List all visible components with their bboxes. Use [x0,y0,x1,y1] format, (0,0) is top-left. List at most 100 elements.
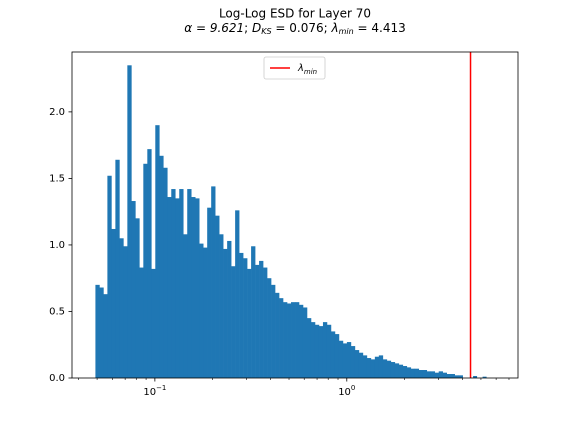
histogram-bar [291,302,295,378]
histogram-bar [163,168,167,378]
histogram-bar [451,374,455,378]
lambda-symbol: λ [331,21,339,35]
histogram-bar [275,293,279,378]
histogram-bar [347,342,351,378]
histogram-bar [147,149,151,378]
histogram-bar [311,322,315,378]
histogram-bar [339,341,343,378]
histogram-bar [303,307,307,378]
histogram-bar [407,367,411,378]
histogram-bar [247,269,251,378]
histogram-bar [343,343,347,378]
histogram-bar [299,305,303,378]
histogram-bar [427,371,431,378]
histogram-bar [447,374,451,378]
dks-symbol: D [252,21,261,35]
histogram-bar [439,371,443,378]
histogram-bar [323,322,327,378]
histogram-bar [235,210,239,378]
y-tick-label: 1.0 [49,240,65,251]
histogram-bar [95,285,99,378]
histogram-bar [287,303,291,378]
histogram-bar [355,350,359,378]
histogram-bar [307,318,311,378]
histogram-bar [443,373,447,378]
histogram-bar [283,302,287,378]
legend: λmin [264,57,325,79]
histogram-bar [395,363,399,378]
subtitle-separator-1: ; [244,21,252,35]
histogram-bar [231,266,235,378]
histogram-bar [319,326,323,378]
histogram-bar [123,246,127,378]
histogram-bar [207,208,211,378]
histogram-bar [179,189,183,378]
subtitle-separator-2: ; [324,21,332,35]
dks-value: = 0.076 [272,21,324,35]
histogram-bar [203,248,207,378]
histogram-bar [199,244,203,378]
y-tick-label: 0.5 [49,306,65,317]
histogram-bar [99,288,103,378]
histogram-bar [435,373,439,378]
histogram-bar [259,261,263,378]
histogram-bar [135,218,139,378]
histogram-bar [107,176,111,378]
histogram-bar [371,359,375,378]
x-tick-label: 100 [338,384,355,398]
histogram-bar [159,156,163,378]
x-tick-label: 10−1 [143,384,166,398]
histogram-bar [375,357,379,378]
histogram-bar [175,198,179,378]
histogram-bar [187,189,191,378]
histogram-bar [219,234,223,378]
y-axis: 0.0 0.5 1.0 1.5 2.0 [49,107,72,384]
histogram-bar [271,285,275,378]
histogram-bar [103,294,107,378]
histogram-bar [279,298,283,378]
histogram-bars [95,65,463,378]
histogram-bar [127,65,131,378]
histogram-bar [415,369,419,378]
histogram-bar [255,265,259,378]
histogram-bar [215,216,219,378]
x-axis: 10−1 100 [78,378,508,398]
histogram-bar [315,325,319,378]
histogram-bar [403,366,407,378]
histogram-bar [367,358,371,378]
histogram-bar [111,229,115,378]
histogram-bar [327,325,331,378]
histogram-bar [211,186,215,378]
y-tick-label: 1.5 [49,173,65,184]
y-tick-label: 0.0 [49,373,65,384]
histogram-bar [227,241,231,378]
lambda-value: = 4.413 [354,21,406,35]
chart-subtitle: α = 9.621; DKS = 0.076; λmin = 4.413 [184,21,406,36]
histogram-bar [399,365,403,378]
histogram-bar [295,302,299,378]
histogram-bar [183,234,187,378]
histogram-bar [391,362,395,378]
histogram-bar [167,197,171,378]
histogram-bar [263,268,267,378]
histogram-bar [351,346,355,378]
histogram-bar [243,258,247,378]
histogram-bar [191,197,195,378]
histogram-bar [171,189,175,378]
histogram-bar [139,268,143,378]
chart-title: Log-Log ESD for Layer 70 [219,7,371,21]
histogram-bar [363,355,367,378]
histogram-bar [155,125,159,378]
histogram-bar [335,334,339,378]
histogram-bar [143,164,147,378]
histogram-bar [223,249,227,378]
dks-subscript: KS [261,27,271,36]
alpha-stat: α = 9.621 [184,21,244,35]
histogram-bar [115,160,119,378]
histogram-bar [419,370,423,378]
histogram-bar [423,370,427,378]
histogram-bar [251,246,255,378]
y-tick-label: 2.0 [49,107,65,118]
histogram-bar [267,278,271,378]
